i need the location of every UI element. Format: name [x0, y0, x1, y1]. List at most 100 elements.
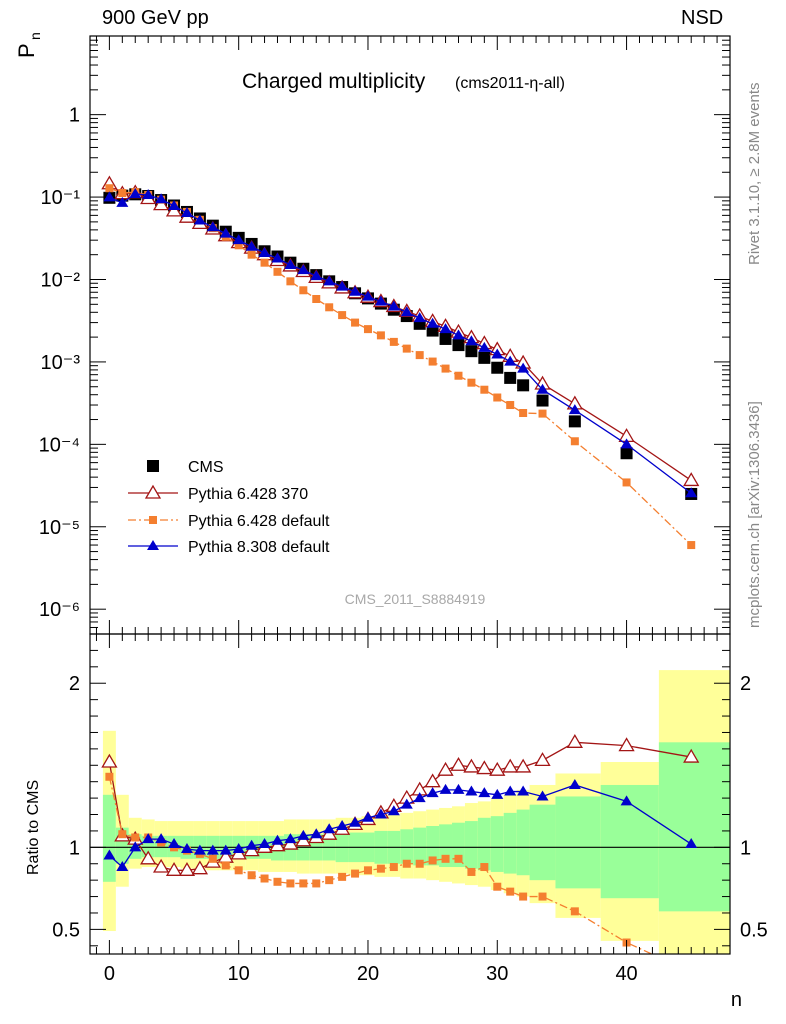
main-point-s2-17 — [325, 303, 334, 312]
legend-marker-2 — [149, 516, 157, 524]
main-point-s3-25 — [426, 317, 439, 328]
ratio-point-s1-12 — [260, 874, 269, 883]
x-axis-label: n — [731, 989, 742, 1011]
ratio-point-s2-33 — [536, 790, 549, 801]
ratio-point-s2-26 — [439, 783, 452, 794]
x-tick-label-3: 30 — [486, 963, 508, 985]
ratio-point-s1-14 — [286, 879, 295, 888]
main-point-s2-14 — [286, 277, 295, 286]
main-point-s3-9 — [219, 227, 232, 238]
ratio-point-s2-17 — [323, 823, 336, 834]
legend-label-3: Pythia 8.308 default — [188, 539, 330, 556]
ratio-point-s1-20 — [363, 866, 372, 875]
ratio-point-s2-1 — [116, 861, 129, 872]
main-point-s3-29 — [478, 341, 491, 352]
main-point-s0-27 — [452, 339, 465, 352]
main-point-s3-8 — [206, 221, 219, 232]
ratio-point-s1-34 — [570, 907, 579, 916]
ratio-point-s1-28 — [467, 867, 476, 876]
stat-band-24 — [413, 827, 427, 866]
header-left: 900 GeV pp — [102, 7, 209, 29]
ratio-point-s0-36 — [683, 748, 700, 763]
ratio-point-s2-4 — [155, 833, 168, 844]
x-tick-label-0: 0 — [104, 963, 115, 985]
ratio-point-s1-8 — [208, 854, 217, 863]
stat-band-36 — [658, 742, 730, 912]
ratio-frame — [89, 633, 731, 955]
main-point-s3-4 — [155, 193, 168, 204]
ratio-point-s2-31 — [504, 785, 517, 796]
main-y-label-sub: n — [27, 32, 43, 40]
main-point-s3-27 — [452, 329, 465, 340]
main-point-s2-36 — [687, 541, 696, 550]
ratio-point-s2-5 — [168, 838, 181, 849]
ratio-y-label-l-1: 1 — [69, 837, 80, 859]
main-point-s0-29 — [478, 351, 491, 364]
main-point-s2-24 — [415, 351, 424, 360]
y-tick-label-3: 10⁻³ — [41, 352, 81, 374]
ratio-point-s0-7 — [191, 860, 209, 875]
main-point-s2-11 — [247, 250, 256, 259]
ratio-point-s2-14 — [284, 833, 297, 844]
ratio-y-label-r-2: 2 — [740, 673, 751, 695]
legend-marker-1 — [144, 484, 162, 499]
ratio-point-s2-11 — [245, 839, 258, 850]
ratio-point-s1-26 — [441, 854, 450, 863]
main-point-s3-19 — [349, 285, 362, 296]
main-point-s3-21 — [374, 295, 387, 306]
ratio-point-s1-31 — [506, 887, 515, 896]
ratio-point-s2-34 — [568, 778, 581, 789]
ratio-y-label-r-1: 1 — [740, 837, 751, 859]
main-point-s2-33 — [538, 409, 547, 418]
ratio-point-s2-3 — [142, 833, 155, 844]
main-point-s2-34 — [570, 437, 579, 446]
ratio-point-s2-15 — [297, 829, 310, 840]
ratio-point-s1-30 — [493, 882, 502, 891]
main-point-s3-6 — [180, 207, 193, 218]
main-point-s2-22 — [389, 337, 398, 346]
main-point-s0-26 — [439, 332, 452, 345]
ratio-point-s1-29 — [480, 863, 489, 872]
ratio-y-label: Ratio to CMS — [25, 780, 42, 875]
ratio-point-s2-27 — [452, 783, 465, 794]
main-point-s3-13 — [271, 252, 284, 263]
ratio-point-s0-35 — [618, 737, 635, 752]
y-tick-label-5: 10⁻¹ — [41, 187, 81, 209]
ratio-point-s1-11 — [247, 871, 256, 880]
main-point-s2-0 — [105, 184, 114, 193]
legend-label-0: CMS — [188, 459, 224, 476]
main-point-s3-7 — [193, 214, 206, 225]
main-point-s3-15 — [297, 264, 310, 275]
main-point-s2-10 — [234, 241, 243, 250]
stat-band-28 — [464, 821, 478, 869]
x-tick-label-4: 40 — [615, 963, 637, 985]
ratio-point-s1-21 — [376, 864, 385, 873]
main-point-s3-33 — [536, 383, 549, 394]
ratio-point-s2-16 — [310, 828, 323, 839]
main-point-s3-30 — [491, 348, 504, 359]
main-point-s2-21 — [376, 331, 385, 340]
ratio-point-s0-30 — [489, 761, 506, 776]
main-point-s3-17 — [323, 275, 336, 286]
ratio-point-s0-32 — [514, 758, 532, 773]
ratio-point-s1-19 — [351, 869, 360, 878]
main-line-series-3 — [109, 193, 692, 494]
ratio-point-s2-23 — [400, 798, 413, 809]
main-point-s0-32 — [517, 379, 530, 392]
ratio-point-s2-30 — [491, 788, 504, 799]
ratio-point-s0-28 — [463, 758, 480, 773]
main-frame — [89, 35, 731, 635]
ratio-point-s2-18 — [336, 820, 349, 830]
y-tick-label-6: 1 — [69, 105, 80, 127]
ratio-point-s1-9 — [221, 861, 230, 870]
ratio-point-s2-22 — [387, 805, 400, 816]
ratio-point-s0-27 — [450, 756, 467, 771]
main-point-s2-26 — [441, 364, 450, 373]
main-point-s2-29 — [480, 385, 489, 394]
main-point-s3-16 — [310, 270, 323, 281]
main-point-s0-33 — [536, 394, 549, 407]
stat-band-18 — [335, 834, 349, 863]
main-point-s3-35 — [620, 438, 633, 449]
y-tick-label-2: 10⁻⁴ — [39, 434, 80, 456]
main-point-s2-30 — [493, 393, 502, 402]
